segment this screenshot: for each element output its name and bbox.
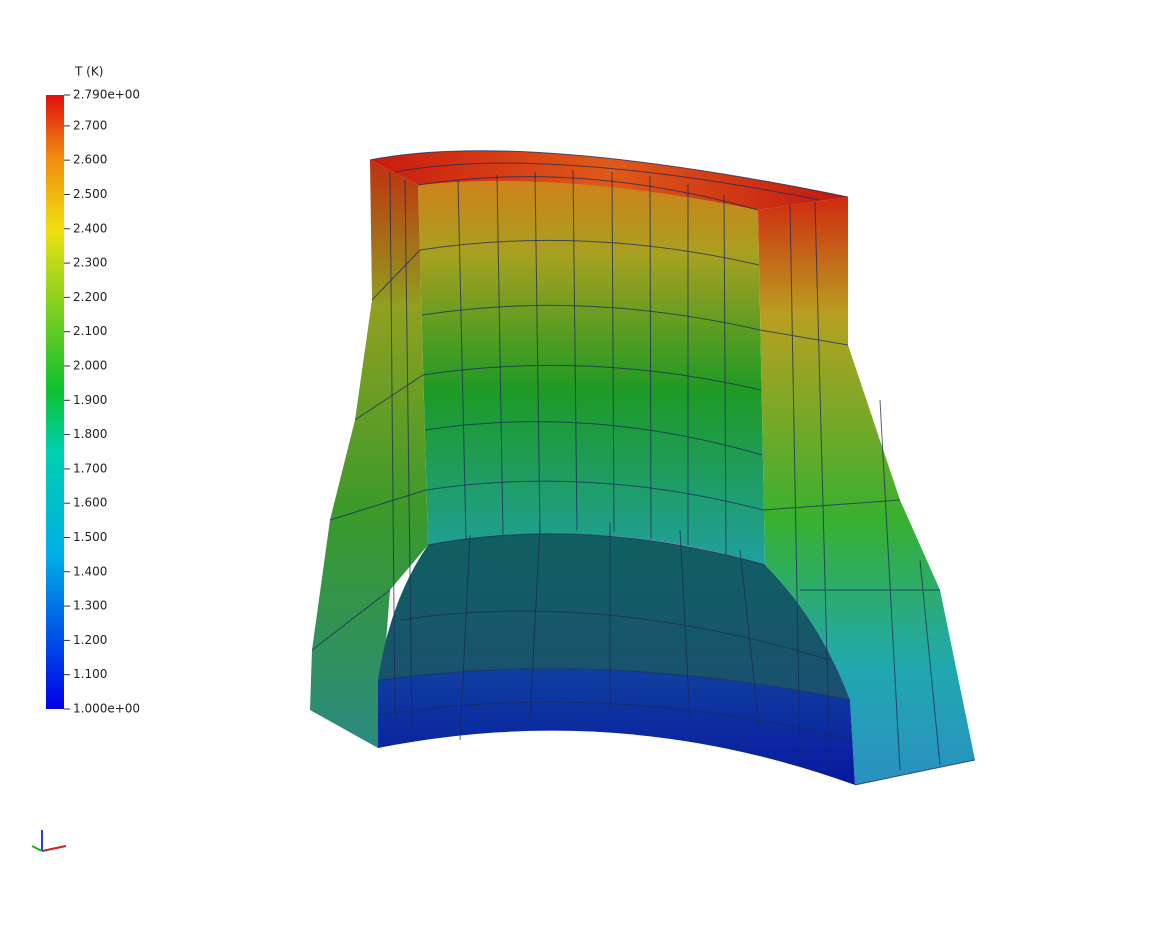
left-face [310, 160, 428, 748]
top-face [370, 150, 848, 210]
tick-label: 1.200 [73, 633, 107, 647]
tick-label: 2.100 [73, 324, 107, 338]
tick-label: 2.400 [73, 221, 107, 235]
color-legend: T (K) 2.790e+00 2.700 2.600 2.500 2.400 2.300… [46, 65, 140, 716]
tick-label: 2.600 [73, 153, 107, 167]
x-axis-arrow [41, 845, 67, 852]
floor-face [378, 533, 850, 700]
legend-title: T (K) [74, 65, 103, 79]
tick-label: 1.900 [73, 393, 107, 407]
tick-label: 2.790e+00 [73, 88, 140, 102]
mesh-object [310, 150, 976, 786]
right-face [758, 197, 975, 785]
tick-label: 1.300 [73, 599, 107, 613]
tick-label: 2.700 [73, 118, 107, 132]
tick-label: 1.500 [73, 530, 107, 544]
mesh-lines [311, 150, 976, 786]
tick-label: 2.300 [73, 256, 107, 270]
tick-label: 2.500 [73, 187, 107, 201]
tick-label: 1.000e+00 [73, 702, 140, 716]
tick-label: 1.400 [73, 564, 107, 578]
y-axis-arrow [31, 845, 43, 852]
axes-triad [31, 830, 67, 852]
inner-face [418, 176, 765, 565]
tick-label: 2.200 [73, 290, 107, 304]
tick-label: 1.100 [73, 667, 107, 681]
front-face [378, 668, 855, 785]
tick-label: 1.800 [73, 427, 107, 441]
tick-label: 1.700 [73, 461, 107, 475]
tick-label: 1.600 [73, 496, 107, 510]
color-ramp [46, 95, 64, 709]
tick-label: 2.000 [73, 358, 107, 372]
